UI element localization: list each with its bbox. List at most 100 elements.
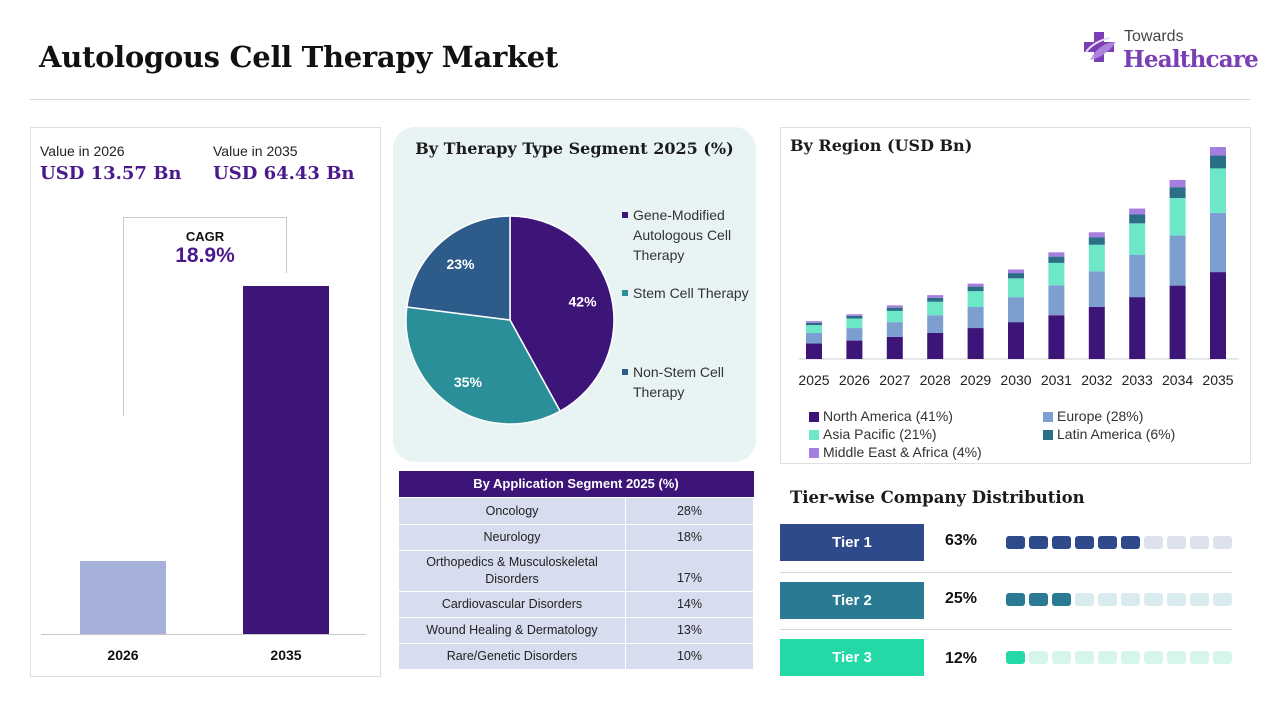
- pie-slice-label: 42%: [569, 293, 598, 309]
- region-bar-segment: [1210, 168, 1226, 213]
- region-tick-label: 2028: [920, 372, 951, 388]
- region-bar-segment: [846, 328, 863, 341]
- tier-dot: [1006, 651, 1025, 664]
- tier-divider: [780, 629, 1232, 630]
- table-row: Rare/Genetic Disorders 10%: [398, 642, 754, 670]
- region-bar-segment: [967, 291, 984, 307]
- tier-dot: [1167, 536, 1186, 549]
- application-pct: 17%: [625, 549, 754, 592]
- region-bar-segment: [1048, 285, 1065, 316]
- pie-legend-label: Non-Stem Cell Therapy: [633, 364, 725, 400]
- tier-1-label: Tier 1: [780, 524, 924, 561]
- application-table: By Application Segment 2025 (%) Oncology…: [398, 471, 754, 670]
- tier-dot: [1052, 593, 1071, 606]
- pie-legend-stem-cell: Stem Cell Therapy: [622, 283, 753, 303]
- table-row: Wound Healing & Dermatology 13%: [398, 616, 754, 644]
- tier-dot: [1167, 651, 1186, 664]
- region-bar-segment: [1210, 147, 1226, 156]
- region-tick-label: 2032: [1081, 372, 1112, 388]
- pie-legend-swatch: [622, 212, 628, 218]
- region-tick-label: 2026: [839, 372, 870, 388]
- application-name: Wound Healing & Dermatology: [398, 616, 626, 644]
- application-name: Orthopedics & Musculoskeletal Disorders: [398, 549, 626, 592]
- region-bar-segment: [886, 310, 903, 323]
- region-bar-segment: [806, 321, 822, 323]
- region-bar-segment: [1129, 208, 1146, 215]
- region-bar-segment: [1210, 272, 1226, 359]
- market-value-panel: Value in 2026 USD 13.57 Bn Value in 2035…: [30, 127, 381, 677]
- region-bar-segment: [1048, 252, 1065, 257]
- tier-dot: [1213, 536, 1232, 549]
- value-bar-label-2035: 2035: [270, 647, 302, 663]
- region-bar-segment: [1169, 198, 1186, 236]
- region-bar-segment: [1048, 256, 1065, 263]
- region-bar-segment: [1129, 254, 1146, 298]
- region-bar-segment: [1088, 271, 1105, 307]
- region-bar-segment: [927, 295, 944, 298]
- region-tick-label: 2030: [1000, 372, 1031, 388]
- application-pct: 10%: [625, 642, 754, 670]
- cagr-label: CAGR: [185, 229, 225, 244]
- region-legend-middle-east-africa: Middle East & Africa (4%): [809, 444, 982, 460]
- region-bar-segment: [927, 301, 944, 316]
- tier-1-pct: 63%: [945, 532, 978, 549]
- tier-dot: [1006, 536, 1025, 549]
- region-legend-europe: Europe (28%): [1043, 408, 1143, 424]
- brand-logo: Towards Healthcare: [1080, 26, 1260, 78]
- tier-dot: [1052, 536, 1071, 549]
- region-legend-label: North America (41%): [823, 408, 953, 424]
- region-bar-segment: [1169, 187, 1186, 199]
- region-bar-segment: [846, 340, 863, 359]
- tier-dot: [1190, 593, 1209, 606]
- table-row: Oncology 28%: [398, 496, 754, 525]
- tier-dot: [1144, 536, 1163, 549]
- pie-slice: [405, 215, 511, 321]
- region-bar-segment: [927, 315, 944, 333]
- region-tick-label: 2033: [1122, 372, 1153, 388]
- tier-1-dots: [1006, 536, 1232, 550]
- region-bar-segment: [886, 307, 903, 311]
- tier-dot: [1144, 651, 1163, 664]
- region-bar-segment: [1088, 306, 1105, 359]
- region-bar-segment: [806, 325, 822, 333]
- pie-slice: [405, 306, 562, 425]
- region-bar-segment: [967, 328, 984, 359]
- region-legend-swatch: [1043, 412, 1053, 422]
- region-bar-segment: [806, 322, 822, 326]
- pie-chart-title: By Therapy Type Segment 2025 (%): [415, 139, 734, 158]
- region-bar-segment: [886, 322, 903, 337]
- region-tick-label: 2035: [1202, 372, 1233, 388]
- tier-dot: [1075, 593, 1094, 606]
- tier-dot: [1190, 536, 1209, 549]
- value-2026-label: Value in 2026: [40, 143, 125, 159]
- tier-dot: [1098, 536, 1117, 549]
- region-bar-segment: [1048, 262, 1065, 286]
- region-bar-segment: [1008, 278, 1024, 298]
- pie-legend-label: Gene-Modified Autologous Cell Therapy: [633, 207, 732, 263]
- value-axis-line: [41, 634, 366, 635]
- application-table-title: By Application Segment 2025 (%): [398, 471, 754, 497]
- region-bar-segment: [846, 314, 863, 316]
- brand-top-text: Towards: [1124, 28, 1184, 45]
- region-legend-swatch: [809, 430, 819, 440]
- region-bar-segment: [1088, 232, 1105, 238]
- application-name: Oncology: [398, 496, 626, 525]
- region-bar-segment: [1169, 285, 1186, 359]
- table-row: Cardiovascular Disorders 14%: [398, 590, 754, 618]
- region-legend-swatch: [1043, 430, 1053, 440]
- application-pct: 18%: [625, 523, 754, 551]
- cagr-bracket-line: [123, 273, 124, 416]
- tier-dot: [1121, 536, 1140, 549]
- region-bar-segment: [846, 318, 863, 329]
- tier-dot: [1098, 593, 1117, 606]
- region-bar-segment: [1210, 155, 1226, 169]
- tier-dot: [1213, 593, 1232, 606]
- region-legend-label: Asia Pacific (21%): [823, 426, 937, 442]
- tier-dot: [1029, 651, 1048, 664]
- region-bar-segment: [1169, 179, 1186, 188]
- header-divider: [30, 99, 1250, 100]
- region-bar-segment: [927, 297, 944, 302]
- table-row: Orthopedics & Musculoskeletal Disorders …: [398, 549, 754, 592]
- region-chart-title: By Region (USD Bn): [790, 136, 973, 155]
- tier-dot: [1029, 536, 1048, 549]
